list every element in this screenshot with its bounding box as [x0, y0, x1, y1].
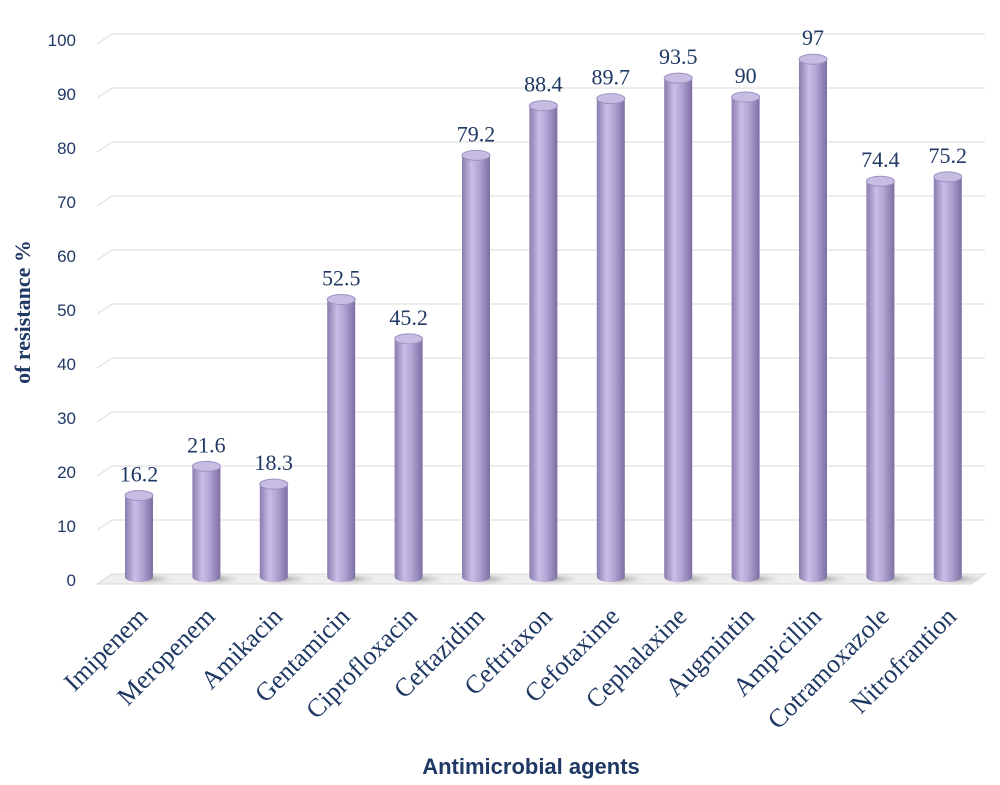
- bar-top: [461, 149, 491, 161]
- data-label: 88.4: [524, 72, 563, 97]
- bar: [192, 466, 221, 582]
- data-label: 45.2: [389, 305, 428, 330]
- bars: [123, 53, 984, 585]
- data-label: 89.7: [592, 65, 631, 90]
- bar-top: [663, 72, 693, 84]
- bar: [933, 176, 962, 583]
- y-tick-label: 60: [57, 247, 76, 266]
- y-tick-label: 0: [67, 571, 76, 590]
- gridline: [96, 357, 113, 369]
- bar-top: [528, 100, 558, 112]
- bar: [125, 495, 153, 582]
- gridline: [96, 465, 113, 477]
- gridline: [96, 303, 113, 315]
- data-label: 21.6: [187, 432, 226, 457]
- data-label: 18.3: [255, 450, 294, 475]
- y-axis-title: of resistance %: [10, 240, 35, 384]
- y-tick-label: 10: [57, 517, 76, 536]
- y-tick-label: 30: [57, 409, 76, 428]
- y-tick-label: 20: [57, 463, 76, 482]
- data-label: 16.2: [120, 462, 159, 487]
- gridline: [96, 141, 113, 153]
- bar-top: [259, 478, 289, 490]
- gridline: [96, 195, 113, 207]
- y-axis-ticks: 0 10 20 30 40 50 60 70 80 90 100: [48, 31, 76, 590]
- bar: [731, 97, 760, 582]
- bar-top: [731, 91, 761, 103]
- y-tick-label: 100: [48, 31, 76, 50]
- gridline: [96, 519, 113, 531]
- bar: [462, 155, 490, 582]
- bar: [394, 338, 423, 582]
- gridline: [96, 249, 113, 261]
- data-label: 90: [735, 63, 757, 88]
- y-tick-label: 80: [57, 139, 76, 158]
- bar-top: [865, 175, 895, 187]
- bar: [866, 181, 895, 583]
- bar: [259, 484, 288, 582]
- bar-top: [394, 333, 424, 345]
- bar: [664, 78, 693, 582]
- gridline: [96, 411, 113, 423]
- bar-top: [124, 490, 154, 502]
- bar-top: [191, 460, 221, 472]
- data-labels: 16.2 21.6 18.3 52.5 45.2 79.2 88.4 89.7 93.5 90 97…: [120, 25, 967, 486]
- data-label: 97: [802, 25, 824, 50]
- gridline: [96, 33, 113, 45]
- x-axis-title: Antimicrobial agents: [422, 754, 640, 779]
- gridline: [96, 87, 113, 99]
- y-tick-label: 90: [57, 85, 76, 104]
- data-label: 79.2: [457, 121, 496, 146]
- data-label: 74.4: [861, 147, 900, 172]
- bar-top: [596, 93, 626, 105]
- y-tick-label: 50: [57, 301, 76, 320]
- x-axis-categories: ImipenemMeropenemAmikacinGentamicinCipro…: [58, 602, 962, 735]
- data-label: 75.2: [929, 143, 968, 168]
- bar: [799, 59, 827, 582]
- bar-top: [326, 294, 356, 305]
- bar-top: [933, 171, 963, 183]
- bar: [529, 105, 558, 582]
- bar-top: [798, 53, 828, 65]
- data-label: 52.5: [322, 266, 361, 291]
- y-tick-label: 70: [57, 193, 76, 212]
- data-label: 93.5: [659, 44, 698, 69]
- y-tick-label: 40: [57, 355, 76, 374]
- bar: [596, 98, 625, 583]
- bar: [327, 299, 356, 582]
